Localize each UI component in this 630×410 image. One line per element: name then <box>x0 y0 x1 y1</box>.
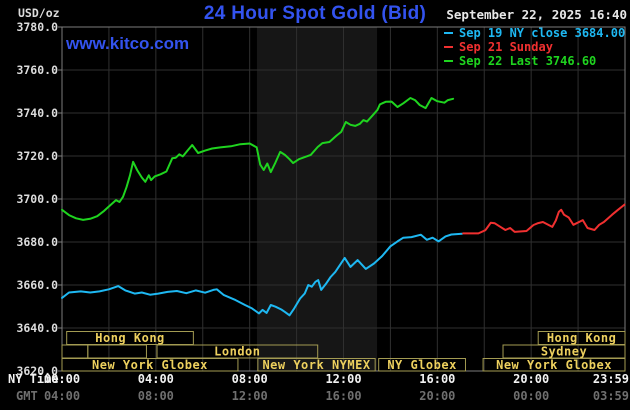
x-tick-label: 16:00 <box>419 372 455 386</box>
x-axis-row-label: GMT <box>16 389 38 403</box>
x-tick-label: 08:00 <box>138 389 174 403</box>
session-label: New York Globex <box>496 358 612 372</box>
x-tick-label: 20:00 <box>513 372 549 386</box>
session-box <box>87 344 147 359</box>
session-label: London <box>214 345 260 359</box>
kitco-watermark: www.kitco.com <box>66 34 190 53</box>
y-tick-label: 3680.0 <box>16 235 58 249</box>
session-label: Hong Kong <box>547 331 617 345</box>
legend-label: Sep 19 NY close 3684.00 <box>459 26 626 40</box>
legend-dash-icon <box>444 46 453 48</box>
x-tick-label: 00:00 <box>44 372 80 386</box>
session-box <box>257 358 376 372</box>
session-label: New York NYMEX <box>262 358 370 372</box>
legend-label: Sep 21 Sunday <box>459 40 553 54</box>
x-tick-label: 00:00 <box>513 389 549 403</box>
session-box <box>61 344 89 359</box>
legend-item-sep21: Sep 21 Sunday <box>444 40 625 54</box>
y-tick-label: 3780.0 <box>16 20 58 34</box>
x-tick-label: 12:00 <box>325 372 361 386</box>
series-line-1 <box>462 203 626 235</box>
x-tick-label: 04:00 <box>138 372 174 386</box>
y-tick-label: 3640.0 <box>16 321 58 335</box>
session-box <box>378 358 466 372</box>
y-tick-label: 3660.0 <box>16 278 58 292</box>
x-tick-label: 16:00 <box>325 389 361 403</box>
legend-label: Sep 22 Last 3746.60 <box>459 54 597 68</box>
x-tick-label: 03:59 <box>593 389 629 403</box>
y-tick-label: 3720.0 <box>16 149 58 163</box>
x-axis-row-label: NY Time <box>8 372 59 386</box>
y-tick-label: 3620.0 <box>16 364 58 378</box>
series-line-2 <box>61 97 455 221</box>
x-tick-label: 08:00 <box>232 372 268 386</box>
session-label: NY Globex <box>387 358 457 372</box>
x-tick-label: 04:00 <box>44 389 80 403</box>
chart-timestamp: September 22, 2025 16:40 <box>446 7 627 22</box>
session-label: Sydney <box>541 345 587 359</box>
legend-item-sep19: Sep 19 NY close 3684.00 <box>444 26 625 40</box>
y-tick-label: 3760.0 <box>16 63 58 77</box>
y-tick-label: 3740.0 <box>16 106 58 120</box>
legend-dash-icon <box>444 60 453 62</box>
legend-dash-icon <box>444 32 453 34</box>
x-tick-label: 23:59 <box>593 372 629 386</box>
x-tick-label: 20:00 <box>419 389 455 403</box>
session-box <box>61 358 239 372</box>
price-unit-label: USD/oz <box>18 6 60 20</box>
chart-legend: Sep 19 NY close 3684.00 Sep 21 Sunday Se… <box>444 26 625 68</box>
session-label: Hong Kong <box>95 331 165 345</box>
session-label: New York Globex <box>92 358 208 372</box>
legend-item-sep22: Sep 22 Last 3746.60 <box>444 54 625 68</box>
page-title: 24 Hour Spot Gold (Bid) <box>203 3 427 24</box>
y-tick-label: 3700.0 <box>16 192 58 206</box>
session-box <box>482 358 626 372</box>
series-line-0 <box>61 232 463 317</box>
x-tick-label: 12:00 <box>232 389 268 403</box>
